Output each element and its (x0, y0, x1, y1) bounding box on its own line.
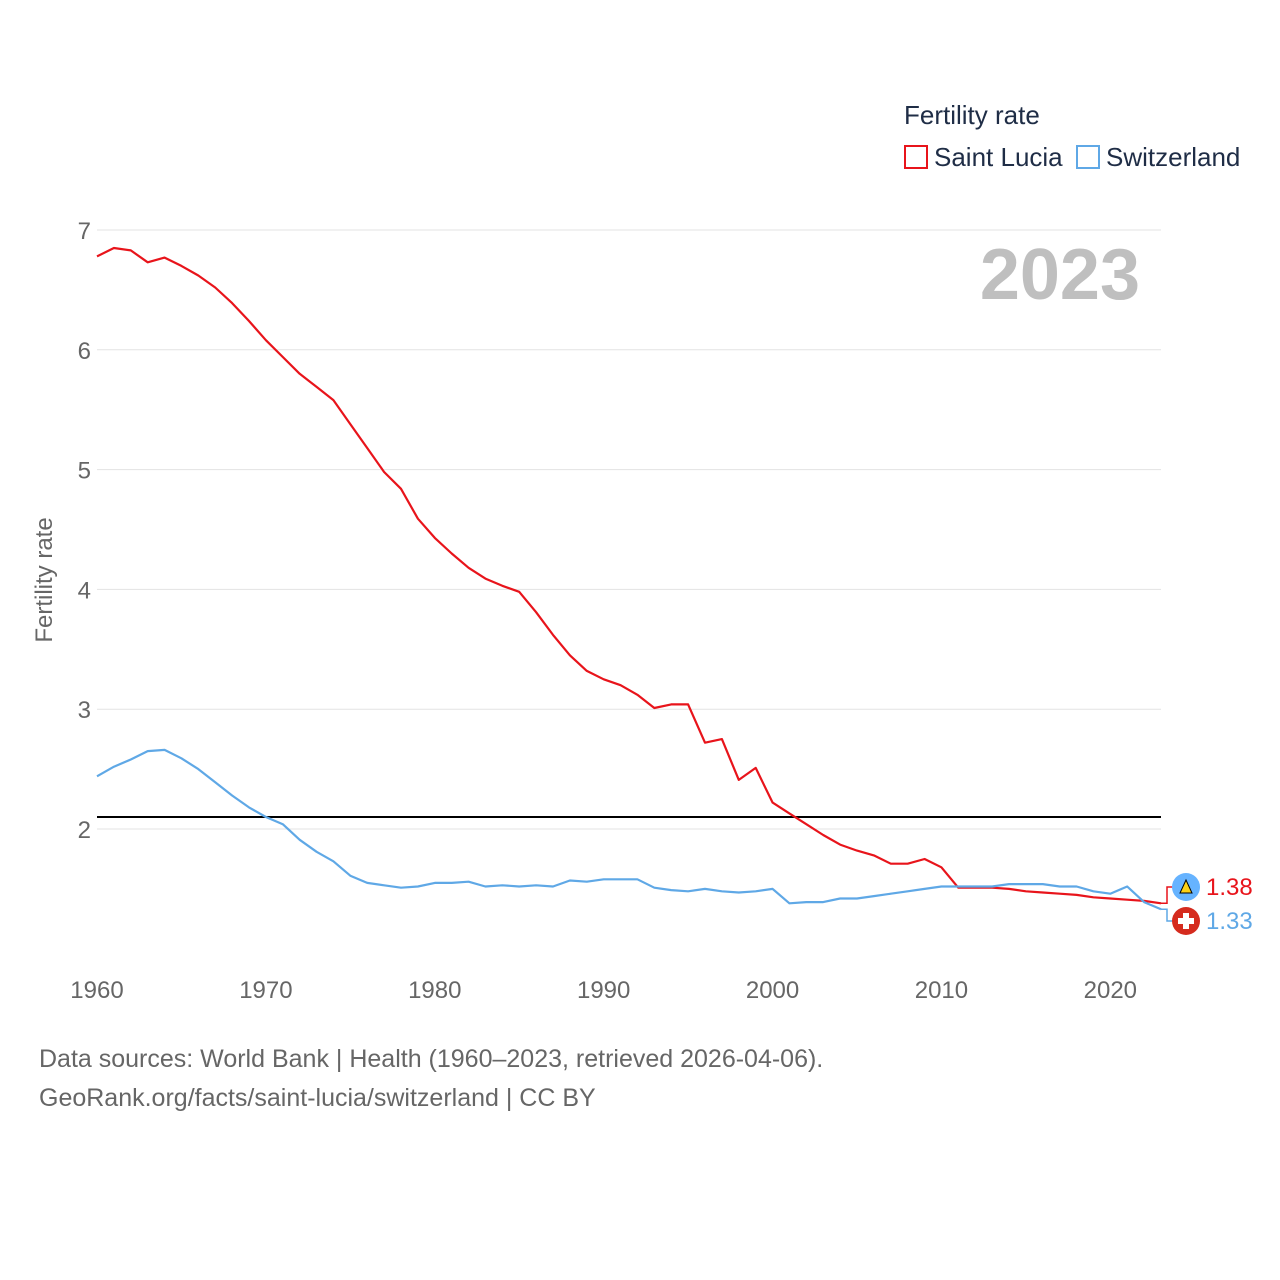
end-markers: 1.38 1.33 (1161, 873, 1253, 935)
series-line-saint-lucia (96, 246, 1162, 905)
source-line-2[interactable]: GeoRank.org/facts/saint-lucia/switzerlan… (39, 1084, 596, 1112)
y-tick-label-6: 6 (78, 338, 91, 365)
x-tick-label-2000: 2000 (746, 977, 799, 1004)
flag-triangle (1179, 878, 1193, 894)
y-tick-label-2: 2 (78, 817, 91, 844)
x-tick-label-2020: 2020 (1084, 977, 1137, 1004)
legend-swatch-saint-lucia (904, 145, 928, 169)
x-tick-label-1990: 1990 (577, 977, 630, 1004)
source-line-1: Data sources: World Bank | Health (1960–… (39, 1045, 824, 1073)
x-tick-label-1960: 1960 (70, 977, 123, 1004)
flag-saint-lucia-icon (1172, 873, 1200, 901)
y-tick-label-4: 4 (78, 577, 91, 604)
y-tick-label-5: 5 (78, 458, 91, 485)
flag-switzerland-icon (1172, 907, 1200, 935)
y-axis-title: Fertility rate (31, 517, 58, 642)
legend-label-saint-lucia: Saint Lucia (934, 142, 1063, 172)
flag-cross-h (1178, 918, 1194, 924)
series-line-switzerland (96, 748, 1162, 911)
legend-title: Fertility rate (904, 100, 1040, 130)
end-value-saint-lucia: 1.38 (1206, 874, 1253, 901)
gridlines (97, 229, 1161, 830)
end-connector-saint-lucia (1161, 886, 1173, 905)
x-tick-label-2010: 2010 (915, 977, 968, 1004)
end-value-switzerland: 1.33 (1206, 908, 1253, 935)
year-label: 2023 (980, 235, 1140, 315)
y-axis-ticks: 2 3 4 5 6 7 (78, 218, 91, 844)
legend-swatch-switzerland (1076, 145, 1100, 169)
series-lines (96, 246, 1162, 911)
y-tick-label-7: 7 (78, 218, 91, 245)
x-tick-label-1970: 1970 (239, 977, 292, 1004)
x-axis-ticks: 1960 1970 1980 1990 2000 2010 2020 (70, 977, 1137, 1004)
legend-item-switzerland[interactable]: Switzerland (1076, 142, 1240, 172)
end-connector-switzerland (1161, 908, 1173, 922)
y-tick-label-3: 3 (78, 697, 91, 724)
legend-label-switzerland: Switzerland (1106, 142, 1240, 172)
x-tick-label-1980: 1980 (408, 977, 461, 1004)
legend-item-saint-lucia[interactable]: Saint Lucia (904, 142, 1063, 172)
